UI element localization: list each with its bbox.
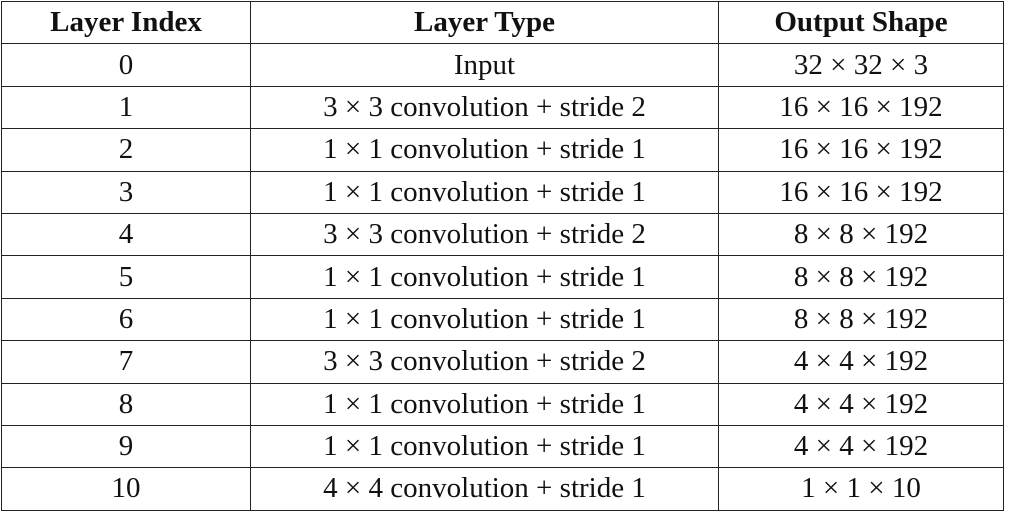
output-shape-cell: 32 × 32 × 3 bbox=[718, 43, 1004, 87]
layer-type-cell: 1 × 1 convolution + stride 1 bbox=[250, 170, 719, 214]
layer-type-cell: 1 × 1 convolution + stride 1 bbox=[250, 255, 719, 299]
layer-index-cell: 5 bbox=[1, 255, 251, 299]
header-row: Layer Index Layer Type Output Shape bbox=[1, 0, 1004, 45]
layer-index-cell: 10 bbox=[1, 467, 251, 511]
layer-table: Layer Index Layer Type Output Shape 0 Inp… bbox=[1, 0, 1004, 511]
output-shape-cell: 4 × 4 × 192 bbox=[718, 382, 1004, 426]
output-shape-cell: 1 × 1 × 10 bbox=[718, 467, 1004, 511]
layer-index-cell: 2 bbox=[1, 128, 251, 172]
output-shape-cell: 8 × 8 × 192 bbox=[718, 297, 1004, 342]
layer-type-cell: 3 × 3 convolution + stride 2 bbox=[250, 85, 719, 130]
layer-index-cell: 1 bbox=[1, 85, 251, 130]
layer-index-cell: 9 bbox=[1, 424, 251, 469]
layer-type-cell: 1 × 1 convolution + stride 1 bbox=[250, 128, 719, 172]
layer-type-cell: 1 × 1 convolution + stride 1 bbox=[250, 382, 719, 426]
header-layer-type: Layer Type bbox=[250, 0, 719, 45]
layer-type-cell: 4 × 4 convolution + stride 1 bbox=[250, 467, 719, 511]
layer-type-cell: 3 × 3 convolution + stride 2 bbox=[250, 340, 719, 384]
output-shape-cell: 4 × 4 × 192 bbox=[718, 340, 1004, 384]
layer-index-cell: 0 bbox=[1, 43, 251, 87]
layer-type-cell: 1 × 1 convolution + stride 1 bbox=[250, 297, 719, 342]
output-shape-cell: 16 × 16 × 192 bbox=[718, 85, 1004, 130]
layer-type-cell: 1 × 1 convolution + stride 1 bbox=[250, 424, 719, 469]
output-shape-cell: 16 × 16 × 192 bbox=[718, 128, 1004, 172]
output-shape-cell: 8 × 8 × 192 bbox=[718, 255, 1004, 299]
layer-type-cell: 3 × 3 convolution + stride 2 bbox=[250, 212, 719, 257]
layer-index-cell: 7 bbox=[1, 340, 251, 384]
output-shape-cell: 4 × 4 × 192 bbox=[718, 424, 1004, 469]
layer-index-cell: 4 bbox=[1, 212, 251, 257]
layer-index-cell: 8 bbox=[1, 382, 251, 426]
output-shape-cell: 8 × 8 × 192 bbox=[718, 212, 1004, 257]
header-output-shape: Output Shape bbox=[718, 0, 1004, 45]
layer-index-cell: 3 bbox=[1, 170, 251, 214]
output-shape-cell: 16 × 16 × 192 bbox=[718, 170, 1004, 214]
layer-type-cell: Input bbox=[250, 43, 719, 87]
table-row: 0 Input 32 × 32 × 3 bbox=[1, 43, 1004, 87]
layer-index-cell: 6 bbox=[1, 297, 251, 342]
header-layer-index: Layer Index bbox=[1, 0, 251, 45]
